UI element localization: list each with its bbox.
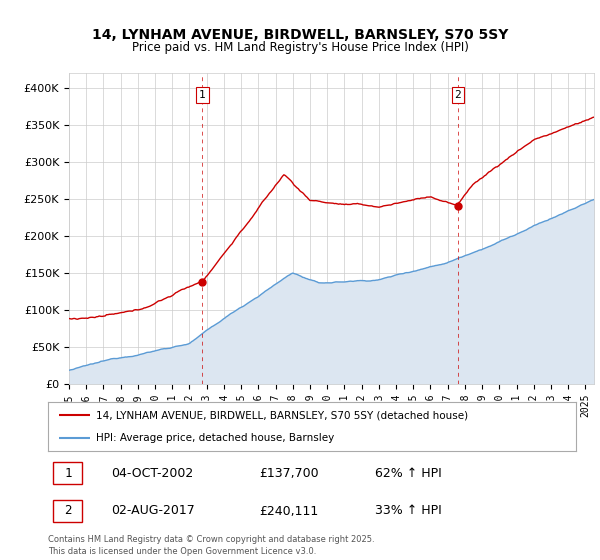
Text: HPI: Average price, detached house, Barnsley: HPI: Average price, detached house, Barn…	[95, 433, 334, 444]
Text: 02-AUG-2017: 02-AUG-2017	[112, 505, 195, 517]
FancyBboxPatch shape	[53, 500, 82, 522]
Text: £137,700: £137,700	[259, 466, 319, 480]
Text: 2: 2	[64, 505, 71, 517]
Text: 33% ↑ HPI: 33% ↑ HPI	[376, 505, 442, 517]
Text: 04-OCT-2002: 04-OCT-2002	[112, 466, 194, 480]
FancyBboxPatch shape	[53, 462, 82, 484]
Text: Price paid vs. HM Land Registry's House Price Index (HPI): Price paid vs. HM Land Registry's House …	[131, 40, 469, 54]
Text: 1: 1	[199, 90, 206, 100]
Text: £240,111: £240,111	[259, 505, 319, 517]
Text: 1: 1	[64, 466, 71, 480]
Text: 14, LYNHAM AVENUE, BIRDWELL, BARNSLEY, S70 5SY (detached house): 14, LYNHAM AVENUE, BIRDWELL, BARNSLEY, S…	[95, 410, 467, 421]
Text: 62% ↑ HPI: 62% ↑ HPI	[376, 466, 442, 480]
Text: 14, LYNHAM AVENUE, BIRDWELL, BARNSLEY, S70 5SY: 14, LYNHAM AVENUE, BIRDWELL, BARNSLEY, S…	[92, 28, 508, 42]
Text: 2: 2	[454, 90, 461, 100]
Text: Contains HM Land Registry data © Crown copyright and database right 2025.
This d: Contains HM Land Registry data © Crown c…	[48, 535, 374, 556]
